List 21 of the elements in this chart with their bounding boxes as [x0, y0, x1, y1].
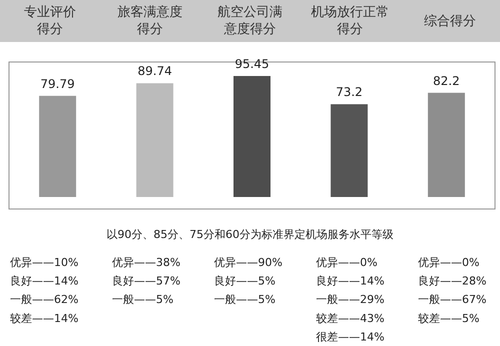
x-tick-label: 旅客满意度得分	[116, 4, 184, 38]
x-tick-label: 综合得分	[423, 12, 477, 30]
bar	[330, 104, 368, 197]
text: 以90分、85分、75分和60分为标准界定机场服务水平等级	[106, 228, 394, 241]
x-tick-label: 机场放行正常得分	[310, 4, 390, 38]
x-tick-label: 专业评价得分	[23, 4, 77, 38]
text: 优异——90% 良好——5% 一般——5%	[214, 256, 282, 306]
text: 优异——0% 良好——28% 一般——67% 较差——5%	[418, 256, 486, 325]
text: 优异——0% 良好——14% 一般——29% 较差——43% 很差——14%	[316, 256, 384, 344]
text: 优异——10% 良好——14% 一般——62% 较差——14%	[10, 256, 78, 325]
bar	[39, 96, 76, 197]
x-tick-label: 航空公司满意度得分	[216, 4, 284, 38]
data-label: 95.45	[234, 57, 270, 71]
data-label: 79.79	[40, 76, 75, 91]
bar	[234, 76, 270, 197]
data-label: 89.74	[138, 64, 172, 78]
bar	[136, 83, 174, 197]
data-label: 82.2	[433, 74, 460, 88]
bar	[428, 92, 465, 197]
data-label: 73.2	[336, 85, 363, 100]
text: 优异——38% 良好——57% 一般——5%	[112, 256, 180, 306]
